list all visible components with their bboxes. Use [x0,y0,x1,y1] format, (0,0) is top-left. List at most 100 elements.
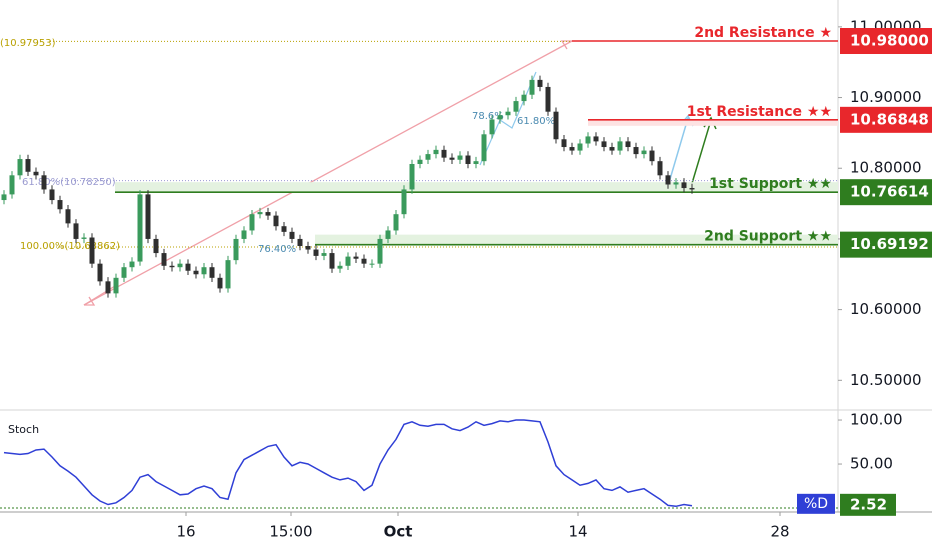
x-tick-label: 16 [176,523,195,541]
candle-body [105,281,111,294]
y-tick-label: 10.50000 [850,371,922,389]
fib-label: 61.80% [517,116,555,127]
candle-body [297,238,303,246]
level-badge-label: 10.86848 [850,110,929,128]
candle-body [201,267,207,275]
candle-body [481,134,487,162]
candle-body [49,189,55,201]
series-name: %D [804,496,828,512]
candle-body [577,143,583,151]
candle-body [209,267,215,278]
candle-body [401,189,407,215]
candle-body [169,265,175,268]
candle-body [329,253,335,269]
stoch-line [3,419,693,508]
candle-body [353,256,359,259]
candle-body [681,182,687,189]
projection-arrow [689,119,712,191]
fib-label: 61.80%(10.78250) [22,177,116,188]
fib-label: 100.00%(10.68862) [20,241,120,252]
candle-body [97,263,103,282]
level-name: 1st Support ★★ [709,176,832,192]
candle-body [249,214,255,231]
candle-body [513,101,519,112]
projection-arrow [667,117,689,187]
trend-arrow-head [560,40,572,50]
candle-body [177,263,183,268]
candle-body [225,260,231,289]
candle-body [569,147,575,151]
candle-body [217,277,223,289]
stoch-y-tick-label: 50.00 [850,455,893,473]
candle-body [497,115,503,120]
candle-body [609,147,615,151]
support-zone [315,234,838,245]
candle-body [473,161,479,164]
candle-body [129,261,135,268]
series-name-badge [797,493,835,514]
level-badge [840,106,932,133]
candle-body [65,209,71,224]
candle-body [409,164,415,190]
candle-body [441,149,447,158]
candle-body [17,159,23,176]
trend-arrow-head [84,296,96,306]
candle-body [321,253,327,256]
candle-body [617,141,623,151]
candle-body [1,194,7,201]
candle-body [41,175,47,190]
candle-body [393,214,399,231]
candle-body [137,194,143,262]
stoch-y-tick-label: 100.00 [850,411,903,429]
level-badge [840,28,932,54]
candle-body [73,223,79,239]
candle-body [433,149,439,155]
candle-body [385,230,391,239]
candle-body [601,141,607,148]
candle-body [665,175,671,185]
value-badge [840,493,896,516]
candle-body [257,212,263,215]
candle-body [465,155,471,164]
candle-body [673,182,679,185]
candle-body [81,237,87,239]
candle-body [241,230,247,239]
candle-body [121,267,127,278]
level-badge-label: 10.76614 [850,183,929,201]
candle-body [649,150,655,162]
candle-body [313,249,319,256]
candle-body [337,265,343,269]
candle-body [57,200,63,210]
candle-body [265,212,271,216]
fib-label: (10.97953) [0,38,56,49]
candle-body [193,270,199,275]
candle-body [521,94,527,102]
candle-body [641,150,647,155]
candle-body [145,194,151,239]
y-tick-label: 10.80000 [850,159,922,177]
level-name: 2nd Support ★★ [704,229,832,245]
candle-body [281,226,287,232]
resistance-zone [588,119,838,126]
level-badge-label: 10.69192 [850,235,929,253]
candle-body [561,139,567,148]
candle-body [89,237,95,264]
candle-body [185,263,191,271]
candle-body [417,159,423,164]
candle-body [545,86,551,112]
level-name: 1st Resistance ★★ [687,104,832,120]
candle-body [505,111,511,116]
candle-body [233,238,239,261]
support-zone [115,182,838,193]
candle-body [345,256,351,266]
candle-body [593,136,599,142]
candle-body [113,277,119,294]
x-tick-label: 28 [770,523,789,541]
candle-body [9,175,15,195]
x-tick-label: 15:00 [269,523,312,541]
level-badge-label: 10.98000 [850,32,929,50]
candle-body [689,188,695,190]
y-tick-label: 10.90000 [850,88,922,106]
